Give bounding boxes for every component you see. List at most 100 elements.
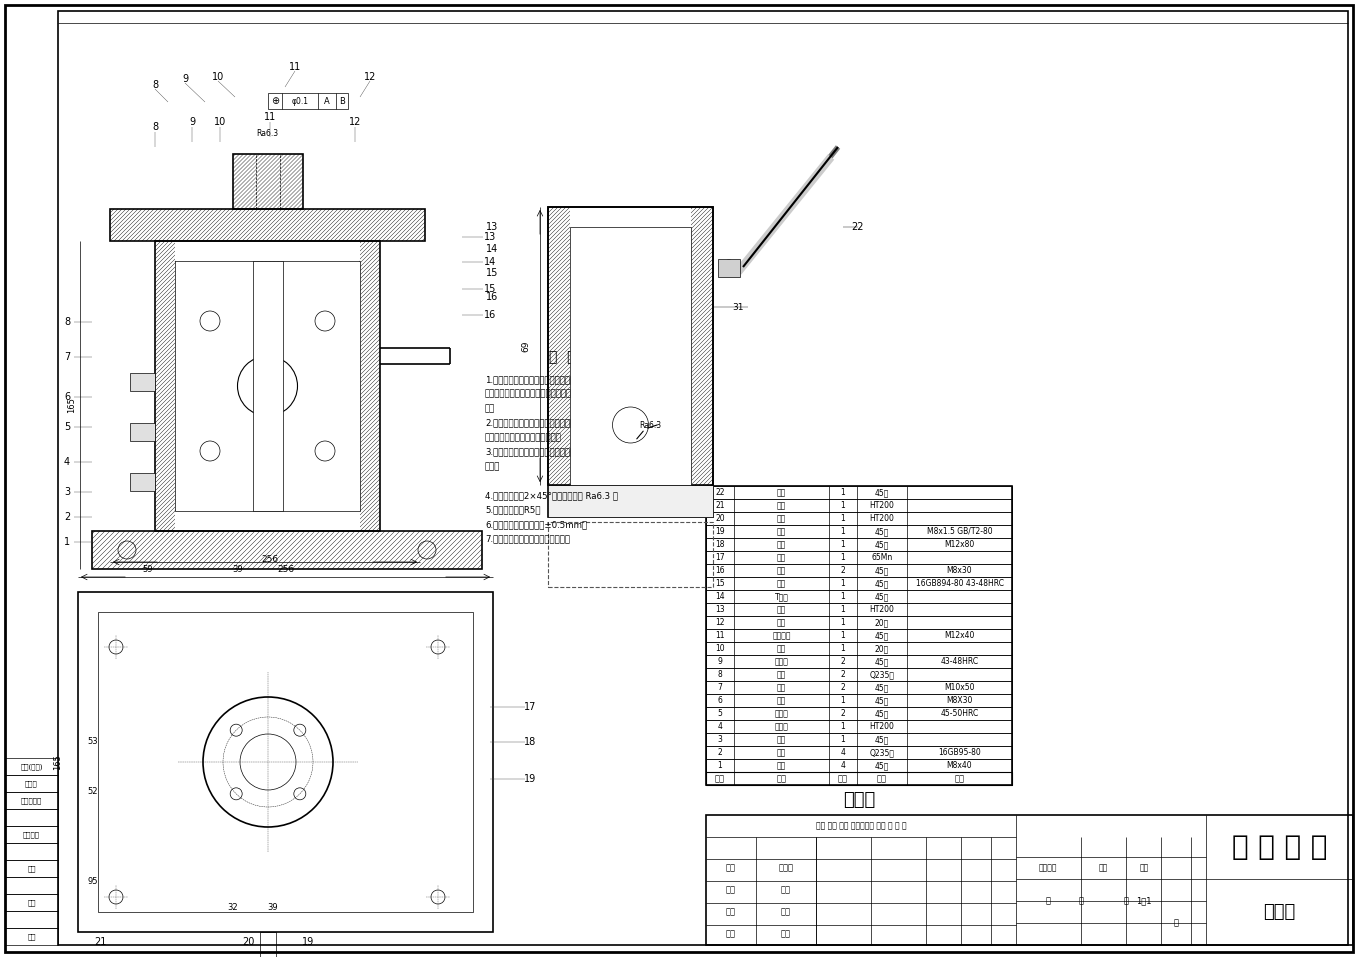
Text: M12x80: M12x80 <box>944 540 975 549</box>
Text: T型块: T型块 <box>774 592 789 601</box>
Bar <box>706 538 1012 551</box>
Text: 12: 12 <box>716 618 725 627</box>
Text: 13: 13 <box>486 222 498 232</box>
Bar <box>706 694 1012 707</box>
Text: 9: 9 <box>189 117 196 127</box>
Bar <box>706 603 1012 616</box>
Bar <box>232 154 303 209</box>
Text: 3: 3 <box>717 735 722 744</box>
Text: 1: 1 <box>841 722 846 731</box>
Text: 5: 5 <box>717 709 722 718</box>
Text: 2: 2 <box>841 657 846 666</box>
Bar <box>691 207 713 485</box>
Text: 签名: 签名 <box>27 865 35 872</box>
Text: 9: 9 <box>717 657 722 666</box>
Text: 1: 1 <box>841 592 846 601</box>
Bar <box>5 792 58 809</box>
Text: Q235钢: Q235钢 <box>869 670 895 679</box>
Text: 定位销: 定位销 <box>774 657 789 666</box>
Text: 52: 52 <box>88 788 98 796</box>
Text: 螺栓: 螺栓 <box>777 696 786 705</box>
Bar <box>706 655 1012 668</box>
Text: 5.未注圆角半径R5。: 5.未注圆角半径R5。 <box>485 505 540 515</box>
Text: 59: 59 <box>143 565 153 573</box>
Text: 1：1: 1：1 <box>1137 897 1152 905</box>
Bar <box>268 93 348 109</box>
Text: M12x40: M12x40 <box>944 631 975 640</box>
Bar <box>706 590 1012 603</box>
Text: 39: 39 <box>232 565 243 573</box>
Text: 3: 3 <box>64 487 71 497</box>
Bar <box>232 154 303 209</box>
Text: 装配图: 装配图 <box>843 791 875 809</box>
Text: 17: 17 <box>524 702 536 712</box>
Text: 张: 张 <box>1078 897 1084 905</box>
Text: 4: 4 <box>841 761 846 770</box>
Bar <box>5 775 58 792</box>
Text: 12: 12 <box>364 72 376 82</box>
Bar <box>130 423 155 441</box>
Text: 骨量记: 骨量记 <box>26 780 38 787</box>
Text: M8x1.5 GB/T2-80: M8x1.5 GB/T2-80 <box>926 527 993 536</box>
Text: 1: 1 <box>841 553 846 562</box>
Text: 螺钉: 螺钉 <box>777 761 786 770</box>
Text: 技  术  要  求: 技 术 要 求 <box>549 350 611 364</box>
Text: 手柄: 手柄 <box>777 488 786 497</box>
Bar <box>253 261 282 511</box>
Text: 描模: 描模 <box>781 885 790 895</box>
Text: 19: 19 <box>524 774 536 784</box>
Bar <box>706 668 1012 681</box>
Text: 45钢: 45钢 <box>875 540 889 549</box>
Text: B: B <box>340 97 345 105</box>
Bar <box>549 207 713 517</box>
Text: 1: 1 <box>841 644 846 653</box>
Text: 9: 9 <box>182 74 187 84</box>
Text: 17: 17 <box>716 553 725 562</box>
Text: 15: 15 <box>486 268 498 278</box>
Bar <box>5 843 58 860</box>
Text: 螺母: 螺母 <box>777 527 786 536</box>
Text: 65Mn: 65Mn <box>872 553 892 562</box>
Text: 2: 2 <box>841 683 846 692</box>
Text: 1: 1 <box>841 514 846 523</box>
Bar <box>92 531 482 569</box>
Bar <box>706 499 1012 512</box>
Text: Ra6.3: Ra6.3 <box>257 129 278 139</box>
Bar <box>155 241 380 531</box>
Text: 20: 20 <box>242 937 254 947</box>
Text: M10x50: M10x50 <box>944 683 975 692</box>
Text: M8x40: M8x40 <box>947 761 972 770</box>
Text: 45钢: 45钢 <box>875 683 889 692</box>
Bar <box>706 577 1012 590</box>
Text: HT200: HT200 <box>869 514 895 523</box>
Bar <box>5 877 58 894</box>
Bar <box>706 772 1012 785</box>
Text: 1: 1 <box>841 605 846 614</box>
Text: 16: 16 <box>716 566 725 575</box>
Text: 批准: 批准 <box>781 929 790 939</box>
Bar <box>259 932 276 957</box>
Text: 压板: 压板 <box>777 605 786 614</box>
Text: 1: 1 <box>841 527 846 536</box>
Text: M8x30: M8x30 <box>947 566 972 575</box>
Text: 3.组装前严格检查并清除零件加工时残留的锐角、毛刺和: 3.组装前严格检查并清除零件加工时残留的锐角、毛刺和 <box>485 448 617 456</box>
Text: 工艺: 工艺 <box>727 929 736 939</box>
Text: 10: 10 <box>716 644 725 653</box>
Bar <box>706 642 1012 655</box>
Text: 钻 床 夹 具: 钻 床 夹 具 <box>1232 833 1327 861</box>
Text: A: A <box>325 97 330 105</box>
Text: 具和板手，紧固后螺钉槽、螺母和螺钉、螺栓头部不得损: 具和板手，紧固后螺钉槽、螺母和螺钉、螺栓头部不得损 <box>485 389 612 398</box>
Text: 12: 12 <box>349 117 361 127</box>
Text: 螺杆: 螺杆 <box>777 540 786 549</box>
Text: 11: 11 <box>716 631 725 640</box>
Bar <box>5 860 58 877</box>
Text: 15: 15 <box>483 284 496 294</box>
Text: 19: 19 <box>716 527 725 536</box>
Text: 13: 13 <box>483 232 496 242</box>
Bar <box>570 227 691 485</box>
Text: 10: 10 <box>213 117 227 127</box>
Text: 4: 4 <box>64 457 71 467</box>
Bar <box>706 629 1012 642</box>
Text: 材料: 材料 <box>877 774 887 783</box>
Bar <box>360 241 380 531</box>
